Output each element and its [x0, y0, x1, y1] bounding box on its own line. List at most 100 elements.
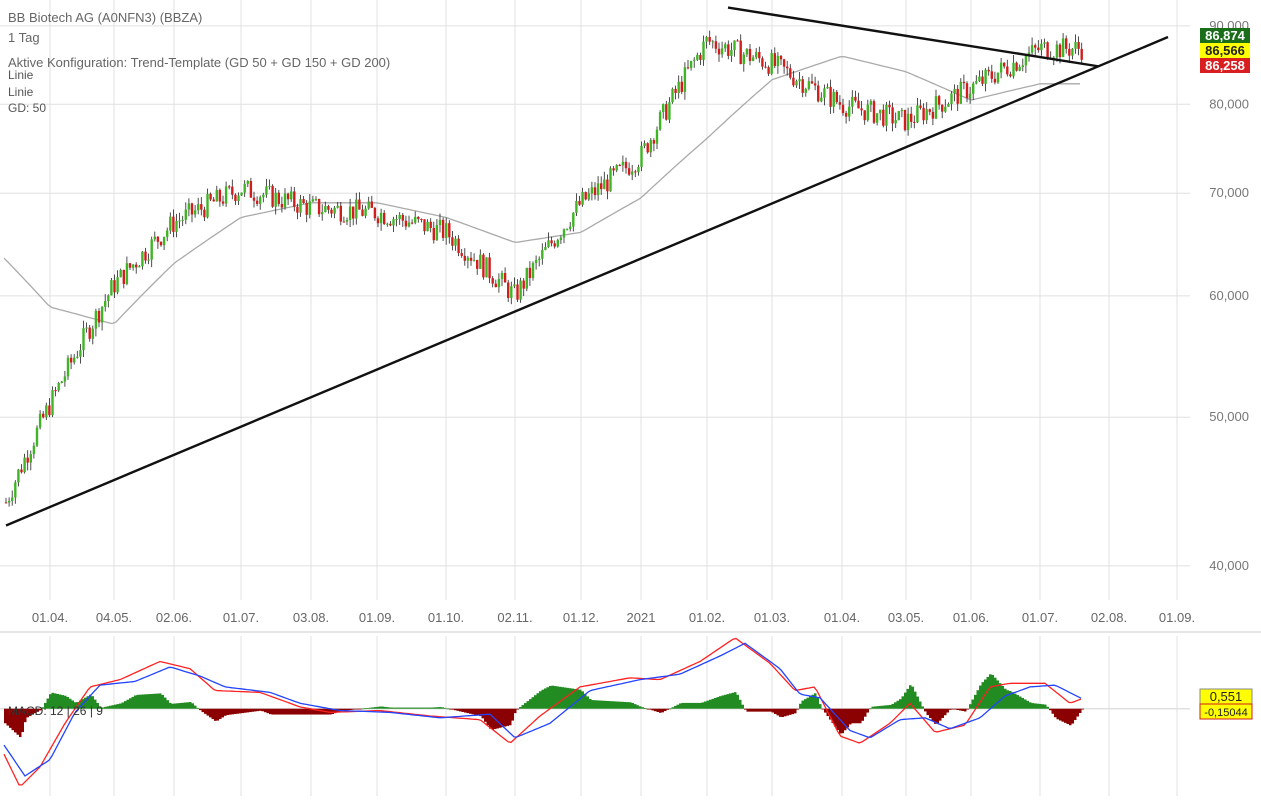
candle-body[interactable] [903, 109, 907, 131]
candle-body[interactable] [379, 212, 383, 224]
candle-body[interactable] [407, 222, 411, 227]
candle-body[interactable] [643, 143, 646, 146]
candle-body[interactable] [212, 199, 215, 202]
candle-body[interactable] [438, 219, 442, 226]
candle-body[interactable] [879, 109, 882, 114]
candle-body[interactable] [544, 247, 547, 250]
candle-body[interactable] [420, 219, 423, 221]
candle-body[interactable] [1077, 42, 1080, 49]
candle-body[interactable] [32, 445, 36, 455]
candle-body[interactable] [593, 187, 597, 195]
candle-body[interactable] [922, 107, 925, 121]
candle-body[interactable] [581, 191, 584, 205]
candle-body[interactable] [838, 102, 842, 105]
candle-body[interactable] [469, 257, 473, 261]
candle-body[interactable] [578, 200, 581, 205]
candle-body[interactable] [869, 101, 873, 105]
candle-body[interactable] [618, 164, 621, 166]
candle-body[interactable] [128, 263, 132, 268]
candle-body[interactable] [299, 199, 302, 213]
candle-body[interactable] [662, 104, 665, 113]
candle-body[interactable] [910, 113, 913, 122]
candle-body[interactable] [776, 55, 780, 67]
candle-body[interactable] [17, 469, 20, 483]
candle-body[interactable] [730, 50, 733, 56]
candle-body[interactable] [786, 66, 789, 69]
candle-body[interactable] [265, 186, 268, 195]
candle-body[interactable] [336, 205, 339, 208]
candle-body[interactable] [472, 259, 476, 261]
candle-body[interactable] [454, 238, 457, 246]
candle-body[interactable] [150, 239, 153, 260]
candle-body[interactable] [144, 251, 147, 261]
candle-body[interactable] [789, 68, 792, 78]
candle-body[interactable] [736, 40, 739, 42]
candle-body[interactable] [603, 179, 606, 190]
candle-body[interactable] [1037, 47, 1040, 51]
candle-body[interactable] [720, 48, 724, 55]
candle-body[interactable] [358, 199, 361, 210]
candle-body[interactable] [262, 194, 265, 198]
candle-body[interactable] [885, 104, 888, 126]
candle-body[interactable] [612, 168, 615, 171]
candle-body[interactable] [228, 186, 231, 188]
candle-body[interactable] [63, 376, 67, 382]
candle-body[interactable] [361, 209, 364, 216]
candle-body[interactable] [928, 109, 931, 112]
candle-body[interactable] [714, 41, 718, 49]
candle-body[interactable] [45, 405, 48, 418]
candle-body[interactable] [748, 48, 752, 61]
candle-body[interactable] [479, 254, 482, 269]
candle-body[interactable] [156, 236, 160, 242]
candle-body[interactable] [1015, 62, 1018, 71]
candle-body[interactable] [23, 457, 26, 473]
candle-body[interactable] [1046, 42, 1049, 59]
trendlines[interactable] [5, 6, 1169, 527]
candle-body[interactable] [383, 212, 386, 225]
candle-body[interactable] [426, 221, 429, 232]
candle-body[interactable] [178, 220, 181, 222]
candle-body[interactable] [122, 269, 125, 285]
candle-body[interactable] [169, 216, 172, 231]
candle-body[interactable] [609, 168, 612, 192]
support-trendline[interactable] [5, 35, 1169, 527]
candle-body[interactable] [85, 327, 88, 329]
candle-body[interactable] [138, 266, 141, 268]
candle-body[interactable] [342, 221, 346, 223]
candle-body[interactable] [448, 223, 451, 238]
candle-body[interactable] [522, 280, 525, 289]
candle-body[interactable] [727, 44, 730, 56]
candle-body[interactable] [823, 88, 826, 98]
candle-body[interactable] [767, 67, 770, 74]
candle-body[interactable] [674, 88, 677, 93]
candle-body[interactable] [463, 255, 466, 261]
candle-body[interactable] [596, 183, 600, 195]
candle-body[interactable] [274, 192, 277, 207]
candle-body[interactable] [801, 79, 804, 93]
candle-body[interactable] [947, 103, 950, 107]
candle-body[interactable] [1043, 42, 1046, 44]
candle-body[interactable] [897, 111, 900, 121]
candle-body[interactable] [894, 120, 897, 124]
candle-body[interactable] [88, 327, 91, 339]
candle-body[interactable] [268, 185, 271, 187]
candle-body[interactable] [925, 109, 928, 121]
candle-body[interactable] [795, 81, 798, 86]
candle-body[interactable] [54, 390, 57, 392]
candle-body[interactable] [246, 181, 249, 184]
candle-body[interactable] [48, 405, 51, 416]
candle-body[interactable] [79, 350, 82, 357]
candle-body[interactable] [872, 101, 876, 123]
candle-body[interactable] [38, 413, 42, 428]
candle-body[interactable] [848, 106, 851, 117]
candle-body[interactable] [224, 186, 228, 204]
candle-body[interactable] [953, 88, 956, 94]
candle-body[interactable] [1074, 42, 1077, 49]
candle-body[interactable] [584, 191, 587, 200]
candle-body[interactable] [705, 36, 708, 42]
candle-body[interactable] [565, 228, 569, 230]
candle-body[interactable] [457, 238, 460, 254]
candle-body[interactable] [445, 223, 448, 238]
candle-body[interactable] [1080, 48, 1083, 60]
candle-body[interactable] [680, 81, 683, 92]
